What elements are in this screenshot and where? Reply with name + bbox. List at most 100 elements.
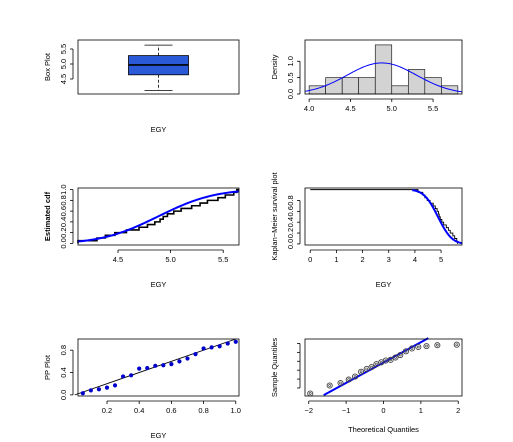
pp-x-tick-label: 0.2 [102,406,112,415]
km-y-axis-label: Kaplan−Meier survival plot [270,172,279,261]
km-x-tick-label: 5 [439,255,443,264]
pp-y-tick-label: 0.8 [59,345,68,355]
hist-bar [374,44,393,95]
hist-x-tick-label: 5.5 [428,104,438,113]
km-x-tick-label: 0 [308,255,312,264]
qq-x-tick-label: −1 [342,406,351,415]
box-y-tick-label: 4.5 [59,74,68,84]
hist-bar [325,77,343,95]
qq-point-center [365,367,369,371]
qq-x-tick-label: 1 [419,406,423,415]
hist-y-axis-label: Density [270,54,279,79]
km-y-tick-label: 0.4 [286,217,295,227]
qq-point-center [410,347,414,350]
hist-density-curve [304,62,463,93]
qq-x-tick-label: 2 [456,406,460,415]
km-x-tick-label: 2 [360,255,364,264]
hist-bar [441,85,459,95]
km-x-tick-label: 1 [334,255,338,264]
cdf-y-tick-label: 0.4 [59,217,68,227]
qq-x-axis-label: Theoretical Quantiles [348,425,419,434]
qq-point-center [394,356,397,359]
box-plot-frame [77,39,240,95]
km-plot-frame [304,187,463,246]
km-y-tick-label: 0.0 [286,239,295,249]
km-y-tick-label: 0.8 [286,195,295,205]
pp-x-tick-label: 0.8 [198,406,208,415]
qq-point [392,354,399,361]
pp-point [209,345,214,350]
pp-point [104,385,110,390]
pp-point [137,366,142,371]
pp-y-tick-label: 0.0 [59,390,68,400]
cdf-x-tick-label: 5.5 [218,255,228,264]
cdf-panel: 4.5 5.0 5.5 0.00.20.40.60.81.0 EGY Estimated … [43,184,240,289]
pp-point [233,339,238,344]
qq-point [397,351,404,359]
qq-point [408,345,415,352]
cdf-y-tick-label: 0.8 [59,195,68,205]
cdf-y-tick-label: 0.0 [59,238,68,248]
qq-point [415,343,422,351]
pp-point [201,346,206,351]
qq-point-center [389,358,392,362]
km-x-tick-label: 3 [387,255,391,264]
qq-point [358,368,365,375]
hist-bar [341,77,360,95]
pp-point [217,344,222,349]
cdf-x-axis-label: EGY [151,280,167,289]
qq-point [423,343,430,350]
qq-point-center [339,381,342,385]
qq-point-center [328,384,332,387]
cdf-y-tick-label: 0.2 [59,227,68,237]
box-x-axis-label: EGY [151,125,167,134]
pp-plot-panel: 0.2 0.4 0.6 0.8 1.0 0.0 0.4 0.8 EGY PP Plot [43,338,241,440]
pp-point [96,387,102,392]
qq-plot-panel: −2 −1 0 1 2 Theoretical Quantiles Sample Quant… [270,337,463,434]
pp-point [129,373,134,378]
qq-plot-frame [304,338,463,397]
hist-x-tick-label: 4.0 [304,104,314,113]
pp-x-tick-label: 0.6 [166,406,176,415]
pp-point [177,359,182,364]
km-x-tick-label: 4 [413,255,417,264]
qq-point [326,382,333,389]
hist-bar [391,85,409,95]
hist-y-tick-label: 0.5 [286,72,295,82]
pp-point [80,391,85,396]
qq-point-center [404,349,408,353]
km-x-axis-label: EGY [376,280,392,289]
qq-point-center [435,343,439,347]
qq-point [434,342,441,349]
pp-point [185,356,190,361]
qq-point-center [379,360,383,364]
box-y-axis-label: Box Plot [43,52,52,81]
qq-point-center [370,365,373,369]
qq-point-center [384,359,388,362]
cdf-y-tick-label: 0.6 [59,206,68,216]
hist-bar [358,77,376,95]
qq-point [368,364,375,371]
kaplan-meier-panel: 0 1 2 3 4 5 0.00.20.40.60.8 EGY Kaplan−Meier sur… [270,172,463,289]
pp-y-tick-label: 0.4 [59,367,68,377]
cdf-x-tick-label: 4.5 [113,255,123,264]
km-y-tick-label: 0.6 [286,206,295,216]
qq-point-center [455,343,459,347]
qq-y-axis-label: Sample Quantiles [270,338,279,397]
pp-point [120,374,126,379]
pp-point [161,363,166,368]
qq-x-tick-label: 0 [381,406,385,415]
qq-point [307,390,314,397]
pp-x-axis-label: EGY [151,431,167,440]
qq-point-center [375,362,378,366]
qq-point-center [398,353,402,357]
hist-x-tick-label: 4.5 [345,104,355,113]
hist-y-tick-label: 0.0 [286,89,295,99]
pp-y-axis-label: PP Plot [43,354,52,380]
qq-point-center [359,370,363,374]
qq-point-center [308,392,312,395]
cdf-plot-frame [77,187,240,246]
pp-point [153,363,158,368]
km-survival-step [310,189,458,244]
